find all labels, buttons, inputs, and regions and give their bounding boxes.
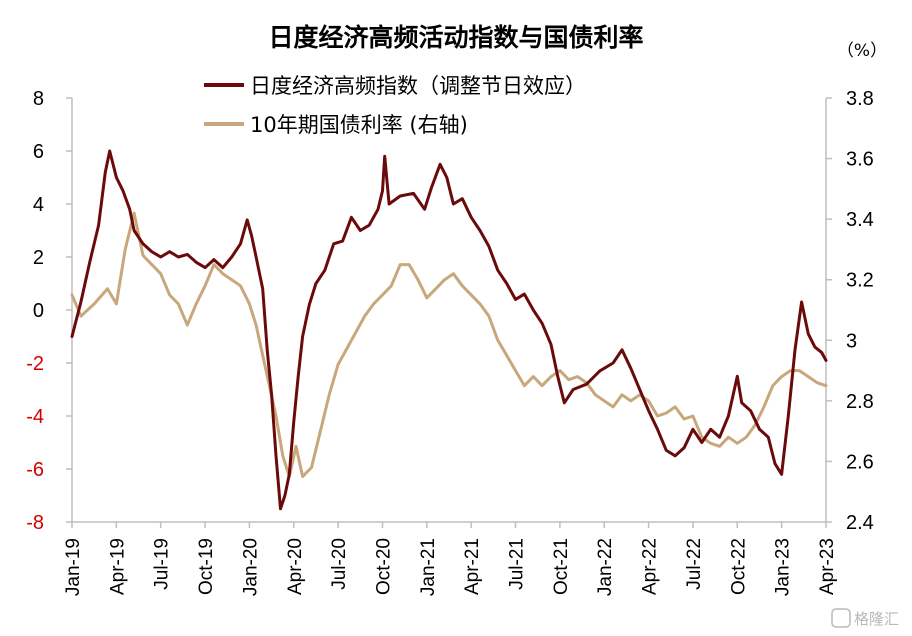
x-tick-label: Jul-19 [152,538,173,590]
left-tick-label: 8 [33,88,44,110]
series-line-activity-index [70,149,828,511]
x-tick-label: Jan-22 [595,538,616,596]
watermark-text: 格隆汇 [854,610,899,628]
x-tick-label: Jul-22 [684,538,705,590]
right-tick-label: 3.8 [846,88,874,110]
x-tick-label: Jul-20 [329,538,350,590]
x-tick-label: Apr-22 [640,538,661,595]
x-tick-label: Apr-20 [285,538,306,595]
legend: 日度经济高频指数（调整节日效应） 10年期国债利率 (右轴) [204,74,586,137]
left-tick-label: 6 [33,141,44,163]
x-tick-label: Jan-23 [773,538,794,596]
left-tick-label: -2 [26,353,44,375]
right-tick-label: 2.6 [846,451,874,473]
x-tick-label: Oct-22 [728,538,749,595]
left-tick-label: -4 [26,406,44,428]
x-tick-label: Jan-21 [418,538,439,596]
right-tick-label: 3 [846,330,857,352]
x-tick-label: Oct-20 [373,538,394,595]
x-tick-label: Apr-19 [107,538,128,595]
watermark-logo-icon [831,608,851,628]
x-tick-label: Apr-21 [462,538,483,595]
right-axis-ticks: 3.8 3.6 3.4 3.2 3 2.8 2.6 2.4 [826,88,874,534]
x-tick-label: Oct-21 [551,538,572,595]
legend-label-bond-yield: 10年期国债利率 (右轴) [250,113,468,137]
left-tick-label: -8 [26,512,44,534]
x-tick-label: Jan-20 [240,538,261,596]
right-tick-label: 2.8 [846,391,874,413]
chart-title: 日度经济高频活动指数与国债利率 [268,23,643,52]
series-line-bond-yield [70,211,828,479]
x-tick-label: Oct-19 [196,538,217,595]
left-axis-ticks: 8 6 4 2 0 -2 -4 -6 -8 [26,88,72,534]
right-axis-unit: （%） [837,41,887,61]
right-tick-label: 2.4 [846,512,874,534]
x-axis-ticks: Jan-19 Apr-19 Jul-19 Oct-19 Jan-20 Apr-20 Jul-… [63,522,838,596]
left-tick-label: 2 [33,247,44,269]
left-tick-label: 0 [33,300,44,322]
x-tick-label: Jul-21 [507,538,528,590]
left-tick-label: -6 [26,459,44,481]
right-tick-label: 3.2 [846,270,874,292]
x-tick-label: Apr-23 [817,538,838,595]
watermark: 格隆汇 [831,608,899,628]
legend-label-activity-index: 日度经济高频指数（调整节日效应） [250,74,586,98]
left-tick-label: 4 [33,194,44,216]
right-tick-label: 3.6 [846,149,874,171]
x-tick-label: Jan-19 [63,538,84,596]
right-tick-label: 3.4 [846,209,874,231]
